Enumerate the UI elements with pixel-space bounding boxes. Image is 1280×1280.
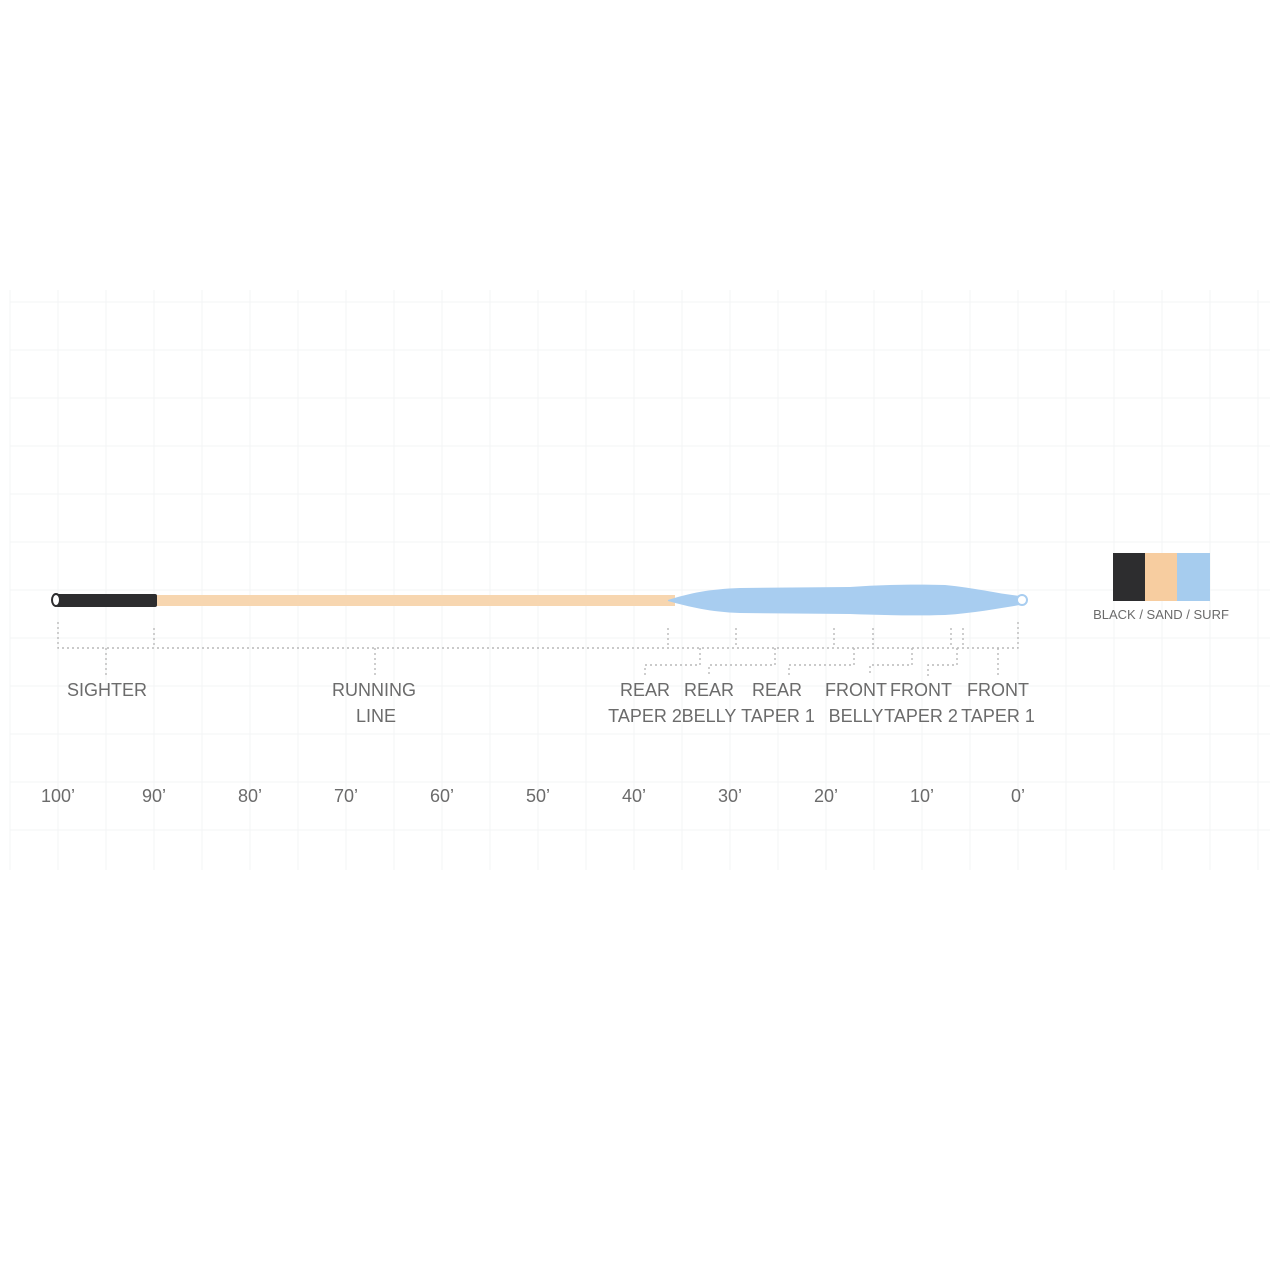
segment-label-front-taper-1-1: FRONT — [967, 680, 1029, 700]
segment-label-front-belly-2: BELLY — [829, 706, 884, 726]
color-legend-label: BLACK / SAND / SURF — [1093, 607, 1229, 622]
segment-brackets — [57, 622, 1019, 676]
segment-label-running-line-1: RUNNING — [332, 680, 416, 700]
scale-tick: 80’ — [238, 786, 262, 806]
fly-line — [51, 584, 1028, 616]
segment-label-front-taper-2-1: FRONT — [890, 680, 952, 700]
segment-label-rear-taper-2-1: REAR — [620, 680, 670, 700]
segment-label-front-belly-1: FRONT — [825, 680, 887, 700]
segment-label-rear-taper-2-2: TAPER 2 — [608, 706, 682, 726]
scale-tick: 50’ — [526, 786, 550, 806]
scale-tick: 10’ — [910, 786, 934, 806]
color-swatch-sand — [1145, 553, 1177, 601]
color-swatch-black — [1113, 553, 1145, 601]
segment-label-rear-belly-2: BELLY — [682, 706, 737, 726]
scale-tick: 30’ — [718, 786, 742, 806]
segment-label-rear-belly-1: REAR — [684, 680, 734, 700]
head-segment — [668, 584, 1020, 616]
segment-label-rear-taper-1-2: TAPER 1 — [741, 706, 815, 726]
segment-labels: SIGHTER RUNNING LINE REAR TAPER 2 REAR B… — [67, 680, 1035, 726]
segment-label-sighter: SIGHTER — [67, 680, 147, 700]
running-line-segment — [150, 595, 675, 606]
scale-tick: 0’ — [1011, 786, 1025, 806]
scale-tick: 60’ — [430, 786, 454, 806]
length-scale: 100’ 90’ 80’ 70’ 60’ 50’ 40’ 30’ 20’ 10’… — [41, 786, 1025, 806]
scale-tick: 70’ — [334, 786, 358, 806]
segment-label-rear-taper-1-1: REAR — [752, 680, 802, 700]
sighter-segment — [56, 594, 157, 607]
scale-tick: 20’ — [814, 786, 838, 806]
front-loop — [1016, 594, 1028, 606]
scale-tick: 100’ — [41, 786, 75, 806]
scale-tick: 90’ — [142, 786, 166, 806]
color-swatch-surf — [1177, 553, 1210, 601]
scale-tick: 40’ — [622, 786, 646, 806]
segment-label-front-taper-1-2: TAPER 1 — [961, 706, 1035, 726]
segment-label-running-line-2: LINE — [356, 706, 396, 726]
background-grid — [9, 290, 1270, 870]
color-legend: BLACK / SAND / SURF — [1093, 553, 1229, 622]
segment-label-front-taper-2-2: TAPER 2 — [884, 706, 958, 726]
rear-loop — [51, 593, 61, 607]
